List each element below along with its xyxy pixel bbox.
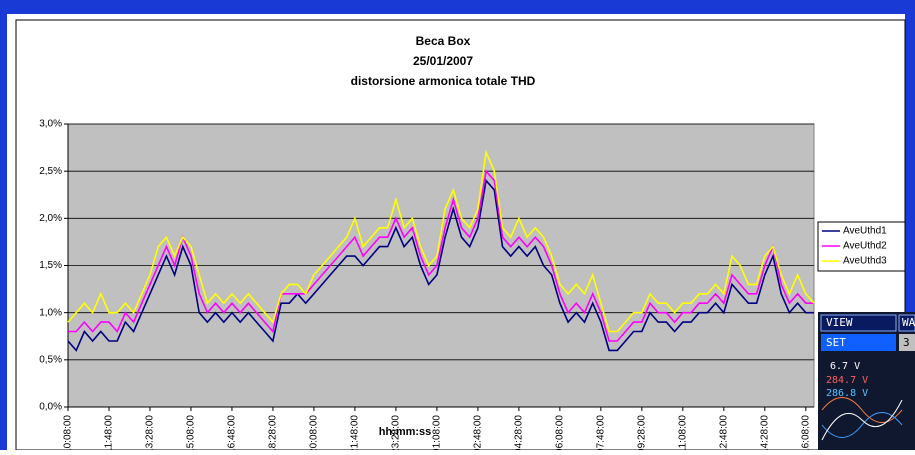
legend-label: AveUthd2 [843, 241, 887, 252]
x-tick-label: 02:48:00 [473, 415, 484, 450]
legend-label: AveUthd3 [843, 256, 887, 267]
x-tick-label: 21:48:00 [350, 415, 361, 450]
x-tick-label: 18:28:00 [268, 415, 279, 450]
y-tick-label: 0,0% [39, 402, 62, 413]
x-tick-label: 07:48:00 [595, 415, 606, 450]
reading: 284.7 V [826, 375, 868, 386]
x-tick-label: 10:08:00 [63, 415, 74, 450]
reading: 6.7 V [830, 361, 860, 372]
x-tick-label: 11:48:00 [104, 415, 115, 450]
tab-label: WA [902, 316, 915, 329]
x-tick-label: 20:08:00 [309, 415, 320, 450]
x-tick-label: 04:28:00 [514, 415, 525, 450]
y-tick-label: 2,5% [39, 166, 62, 177]
chart-title: Beca Box [416, 34, 471, 48]
x-tick-label: 09:28:00 [636, 415, 647, 450]
legend-label: AveUthd1 [843, 226, 887, 237]
chart-subtitle: distorsione armonica totale THD [351, 74, 536, 88]
x-tick-label: 16:08:00 [800, 415, 811, 450]
x-tick-label: 06:08:00 [555, 415, 566, 450]
y-tick-label: 0,5% [39, 354, 62, 365]
tab-label: VIEW [826, 316, 853, 329]
set-value: 3 [903, 336, 910, 349]
device-panel: VIEW WA SET 3 6.7 V 284.7 V 286.8 V [818, 312, 915, 450]
x-axis-title: hh:mm:ss [379, 426, 432, 438]
chart-subtitle: 25/01/2007 [413, 54, 473, 68]
x-tick-label: 13:28:00 [145, 415, 156, 450]
x-tick-label: 11:08:00 [677, 415, 688, 450]
y-tick-label: 3,0% [39, 119, 62, 130]
set-label: SET [826, 336, 846, 349]
y-tick-label: 1,5% [39, 260, 62, 271]
y-tick-label: 1,0% [39, 307, 62, 318]
x-tick-label: 15:08:00 [186, 415, 197, 450]
y-tick-label: 2,0% [39, 213, 62, 224]
x-tick-label: 12:48:00 [718, 415, 729, 450]
x-tick-label: 23:28:00 [391, 415, 402, 450]
screenshot: Beca Box 25/01/2007 distorsione armonica… [0, 0, 915, 450]
x-tick-label: 16:48:00 [227, 415, 238, 450]
page: Beca Box 25/01/2007 distorsione armonica… [0, 0, 915, 450]
reading: 286.8 V [826, 388, 868, 399]
x-tick-label: 14:28:00 [759, 415, 770, 450]
x-tick-label: 01:08:00 [432, 415, 443, 450]
